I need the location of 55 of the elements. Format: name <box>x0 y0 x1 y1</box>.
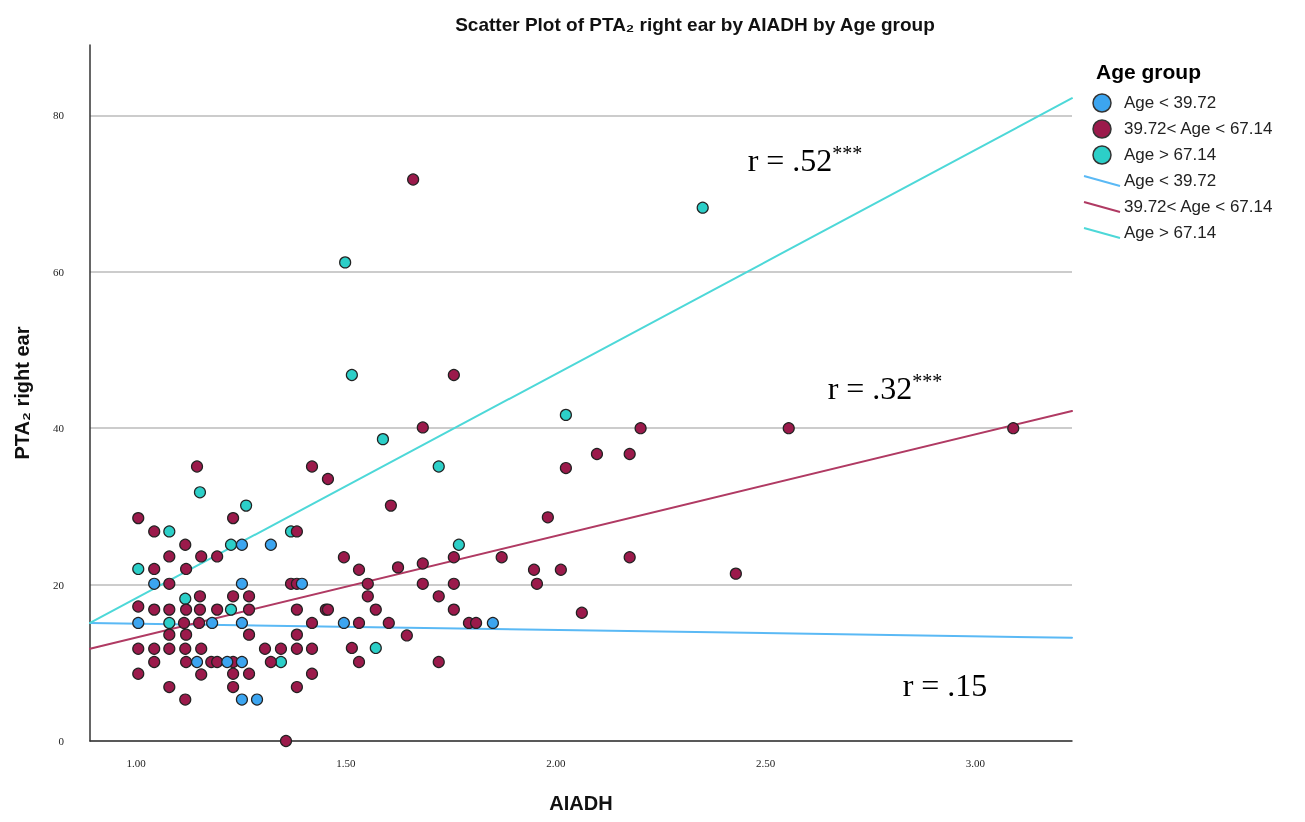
point <box>221 655 234 669</box>
point <box>206 616 219 630</box>
annotation: r = .32*** <box>827 370 943 406</box>
legend-label: Age < 39.72 <box>1124 171 1217 191</box>
x-tick-label: 1.00 <box>126 756 147 769</box>
point <box>345 368 358 382</box>
point <box>163 525 176 538</box>
point <box>337 616 350 630</box>
y-tick-label: 40 <box>53 422 65 435</box>
point <box>559 408 572 421</box>
point <box>132 616 145 630</box>
point <box>264 538 277 551</box>
point <box>432 460 445 473</box>
point <box>369 641 382 655</box>
legend-label: Age < 39.72 <box>1124 93 1217 113</box>
x-tick-label: 1.50 <box>336 756 357 769</box>
point <box>452 538 465 551</box>
point <box>696 201 709 214</box>
point <box>163 616 176 630</box>
point <box>224 603 238 616</box>
point <box>148 577 161 590</box>
point <box>339 256 352 269</box>
x-axis-title: AIADH <box>549 792 613 814</box>
annotation: r = .52*** <box>747 142 863 178</box>
x-tick-label: 2.00 <box>546 756 566 769</box>
point <box>376 433 390 446</box>
point <box>235 577 249 590</box>
point <box>235 655 249 669</box>
y-tick-label: 0 <box>58 735 65 747</box>
point <box>274 655 288 669</box>
point <box>486 616 499 630</box>
y-tick-label: 20 <box>53 578 65 591</box>
x-tick-label: 2.50 <box>756 756 776 769</box>
point <box>235 693 249 706</box>
y-tick-label: 80 <box>53 109 65 122</box>
point <box>235 538 249 551</box>
legend-label: Age > 67.14 <box>1124 223 1217 243</box>
legend-label: 39.72< Age < 67.14 <box>1124 119 1273 139</box>
point <box>193 486 207 499</box>
chart-title: Scatter Plot of PTA₂ right ear by AIADH by Age group <box>455 14 935 35</box>
x-tick-label: 3.00 <box>965 756 986 769</box>
point <box>224 538 238 551</box>
point <box>240 499 253 512</box>
y-tick-label: 60 <box>53 265 65 278</box>
point <box>132 562 145 576</box>
point <box>235 616 249 630</box>
annotation: r = .15 <box>902 667 988 703</box>
legend-label: Age > 67.14 <box>1124 145 1217 165</box>
point <box>250 693 264 706</box>
point <box>190 655 204 669</box>
point <box>295 577 309 590</box>
point <box>179 592 192 605</box>
legend-label: 39.72< Age < 67.14 <box>1124 197 1273 217</box>
y-axis-title: PTA₂ right ear <box>11 326 33 460</box>
legend-title: Age group <box>1096 60 1202 84</box>
